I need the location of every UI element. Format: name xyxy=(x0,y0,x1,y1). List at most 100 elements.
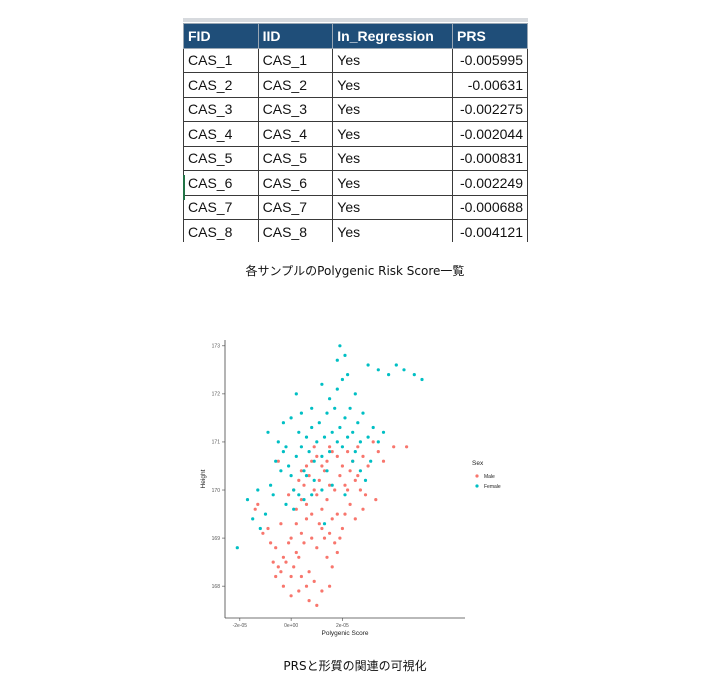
data-point-male xyxy=(302,483,306,487)
data-point-female xyxy=(310,406,314,410)
data-point-male xyxy=(310,536,314,540)
x-tick-label: 0e+00 xyxy=(284,623,298,629)
data-point-female xyxy=(310,493,314,497)
data-point-female xyxy=(358,440,362,444)
data-point-female xyxy=(297,493,301,497)
data-point-male xyxy=(346,488,350,492)
legend-swatch-male xyxy=(475,474,479,478)
prs-cell[interactable]: -0.002249 xyxy=(452,170,528,196)
prs-cell[interactable]: -0.00631 xyxy=(452,72,528,98)
prs-cell[interactable]: -0.000688 xyxy=(452,194,528,220)
y-tick-label: 169 xyxy=(212,536,221,542)
y-axis-label: Height xyxy=(200,469,207,488)
in-regression-cell[interactable]: Yes xyxy=(332,96,454,122)
data-point-male xyxy=(381,459,386,463)
fid-cell[interactable]: CAS_6 xyxy=(183,170,259,196)
prs-cell[interactable]: -0.004121 xyxy=(452,219,528,242)
scatter-points xyxy=(235,344,424,607)
fid-cell[interactable]: CAS_4 xyxy=(183,121,259,147)
table-row: CAS_5 CAS_5 Yes -0.000831 xyxy=(183,145,528,171)
chart-background xyxy=(195,335,515,645)
table-caption: 各サンプルのPolygenic Risk Score一覧 xyxy=(245,264,465,278)
data-point-male xyxy=(315,603,319,607)
data-point-male xyxy=(297,478,301,482)
data-point-male xyxy=(299,574,303,579)
data-point-male xyxy=(361,507,365,511)
prs-table-screenshot: FID IID In_Regression PRS CAS_1 CAS_1 Yes -… xyxy=(183,18,528,242)
data-point-male xyxy=(346,450,350,454)
in-regression-cell[interactable]: Yes xyxy=(332,219,454,242)
iid-cell[interactable]: CAS_7 xyxy=(257,194,334,220)
iid-cell[interactable]: CAS_2 xyxy=(257,72,334,98)
data-point-female xyxy=(251,517,255,521)
legend-swatch-female xyxy=(475,484,479,488)
data-point-male xyxy=(302,541,306,545)
data-point-male xyxy=(320,589,324,593)
in-regression-cell[interactable]: Yes xyxy=(332,121,454,147)
data-point-male xyxy=(317,522,321,526)
table-row: CAS_4 CAS_4 Yes -0.002044 xyxy=(183,121,528,147)
iid-cell[interactable]: CAS_6 xyxy=(257,170,334,196)
prs-cell[interactable]: -0.002044 xyxy=(452,121,528,147)
data-point-female xyxy=(310,425,314,430)
prs-cell[interactable]: -0.000831 xyxy=(452,145,528,171)
data-point-male xyxy=(366,464,370,468)
fid-cell[interactable]: CAS_8 xyxy=(183,219,259,242)
data-point-male xyxy=(279,570,283,574)
column-header-iid: IID xyxy=(257,23,334,49)
data-point-female xyxy=(284,445,288,449)
data-point-male xyxy=(315,493,319,497)
data-point-male xyxy=(294,507,298,511)
data-point-female xyxy=(330,430,334,434)
data-point-female xyxy=(412,373,416,377)
prs-cell[interactable]: -0.005995 xyxy=(452,47,528,73)
data-point-female xyxy=(299,411,303,415)
in-regression-cell[interactable]: Yes xyxy=(332,47,454,73)
iid-cell[interactable]: CAS_8 xyxy=(257,219,334,242)
data-point-male xyxy=(405,445,409,449)
iid-cell[interactable]: CAS_4 xyxy=(257,121,334,147)
data-point-female xyxy=(366,363,370,367)
data-point-male xyxy=(256,502,260,506)
in-regression-cell[interactable]: Yes xyxy=(332,145,454,171)
in-regression-cell[interactable]: Yes xyxy=(332,170,454,196)
data-point-male xyxy=(343,512,347,516)
data-point-female xyxy=(371,425,375,430)
iid-cell[interactable]: CAS_1 xyxy=(257,47,334,73)
data-point-female xyxy=(258,526,262,531)
data-point-male xyxy=(356,445,360,449)
table-row: CAS_3 CAS_3 Yes -0.002275 xyxy=(183,96,528,122)
fid-cell[interactable]: CAS_5 xyxy=(183,145,259,171)
iid-cell[interactable]: CAS_3 xyxy=(257,96,334,122)
data-point-male xyxy=(335,454,339,458)
fid-cell[interactable]: CAS_7 xyxy=(183,194,259,220)
in-regression-cell[interactable]: Yes xyxy=(332,72,454,98)
data-point-female xyxy=(361,411,365,415)
table-row: CAS_2 CAS_2 Yes -0.00631 xyxy=(183,72,528,98)
data-point-male xyxy=(363,493,368,497)
prs-cell[interactable]: -0.002275 xyxy=(452,96,528,122)
in-regression-cell[interactable]: Yes xyxy=(332,194,454,220)
data-point-male xyxy=(325,555,329,559)
data-point-male xyxy=(276,459,280,463)
fid-cell[interactable]: CAS_2 xyxy=(183,72,259,98)
data-point-female xyxy=(281,450,285,454)
data-point-female xyxy=(356,421,360,425)
data-point-female xyxy=(294,392,298,396)
data-point-female xyxy=(340,445,344,449)
data-point-female xyxy=(346,435,350,439)
fid-cell[interactable]: CAS_3 xyxy=(183,96,259,122)
data-point-female xyxy=(287,464,291,468)
iid-cell[interactable]: CAS_5 xyxy=(257,145,334,171)
prs-table: FID IID In_Regression PRS CAS_1 CAS_1 Yes -… xyxy=(183,23,528,242)
data-point-female xyxy=(320,454,324,458)
data-point-female xyxy=(358,469,362,473)
data-point-male xyxy=(297,555,301,559)
data-point-female xyxy=(369,459,373,463)
data-point-female xyxy=(294,454,298,458)
data-point-male xyxy=(320,526,324,531)
data-point-male xyxy=(297,589,301,593)
fid-cell[interactable]: CAS_1 xyxy=(183,47,259,73)
data-point-male xyxy=(287,493,291,497)
data-point-female xyxy=(292,507,296,511)
